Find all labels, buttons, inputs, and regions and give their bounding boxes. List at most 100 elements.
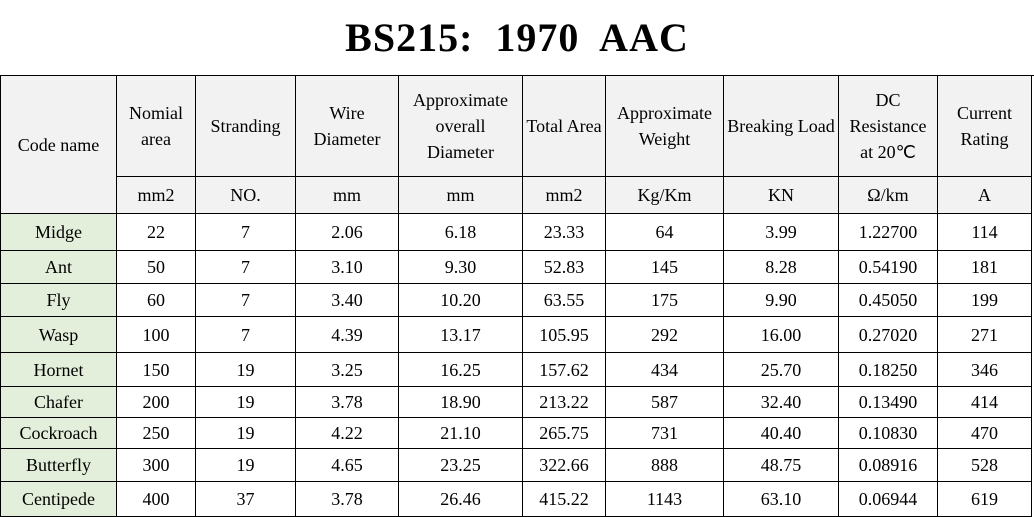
table-row: Wasp 100 7 4.39 13.17 105.95 292 16.00 0.27020 27… [0, 316, 1032, 353]
table-row: Midge 22 7 2.06 6.18 23.33 64 3.99 1.22700 114 [0, 213, 1032, 251]
unit-cell: NO. [195, 176, 296, 214]
table-cell: 470 [937, 417, 1032, 449]
table-cell: 100 [116, 316, 196, 353]
table-cell: 16.25 [398, 352, 523, 387]
table-cell: 19 [195, 352, 296, 387]
column-header: Total Area [522, 75, 606, 177]
table-cell: 9.90 [723, 283, 839, 317]
table-cell: 23.33 [522, 213, 606, 251]
table-row: Fly 60 7 3.40 10.20 63.55 175 9.90 0.45050 199 [0, 283, 1032, 317]
table-cell: 200 [116, 386, 196, 418]
table-cell: 434 [605, 352, 724, 387]
unit-cell: A [937, 176, 1032, 214]
code-name-cell: Hornet [0, 352, 117, 387]
table-cell: 213.22 [522, 386, 606, 418]
code-name-cell: Butterfly [0, 448, 117, 482]
table-cell: 145 [605, 250, 724, 284]
table-cell: 19 [195, 386, 296, 418]
table-cell: 60 [116, 283, 196, 317]
table-cell: 19 [195, 417, 296, 449]
table-cell: 3.78 [295, 386, 399, 418]
table-cell: 16.00 [723, 316, 839, 353]
table-row: Cockroach 250 19 4.22 21.10 265.75 731 40.40 0.1… [0, 417, 1032, 449]
column-header: Nomial area [116, 75, 196, 177]
table-cell: 587 [605, 386, 724, 418]
table-cell: 157.62 [522, 352, 606, 387]
table-cell: 8.28 [723, 250, 839, 284]
table-cell: 3.78 [295, 481, 399, 517]
header-row: Code name Nomial area Stranding Wire Dia… [0, 75, 1032, 214]
table-cell: 64 [605, 213, 724, 251]
code-name-cell: Ant [0, 250, 117, 284]
table-cell: 1143 [605, 481, 724, 517]
table-cell: 26.46 [398, 481, 523, 517]
table-cell: 7 [195, 316, 296, 353]
specification-table: Code name Nomial area Stranding Wire Dia… [0, 75, 1032, 517]
table-cell: 731 [605, 417, 724, 449]
table-row: Hornet 150 19 3.25 16.25 157.62 434 25.70 0.1825… [0, 352, 1032, 387]
table-cell: 0.10830 [838, 417, 938, 449]
unit-cell: mm2 [116, 176, 196, 214]
table-cell: 21.10 [398, 417, 523, 449]
table-cell: 0.18250 [838, 352, 938, 387]
table-cell: 3.10 [295, 250, 399, 284]
table-cell: 250 [116, 417, 196, 449]
table-cell: 63.10 [723, 481, 839, 517]
table-cell: 415.22 [522, 481, 606, 517]
table-cell: 3.40 [295, 283, 399, 317]
table-row: Centipede 400 37 3.78 26.46 415.22 1143 63.10 0.… [0, 481, 1032, 517]
table-row: Ant 50 7 3.10 9.30 52.83 145 8.28 0.54190 181 [0, 250, 1032, 284]
units-row: mm2 NO. mm mm mm2 Kg/Km KN Ω/km A [1, 176, 1032, 214]
table-cell: 25.70 [723, 352, 839, 387]
table-cell: 271 [937, 316, 1032, 353]
table-cell: 3.25 [295, 352, 399, 387]
table-cell: 63.55 [522, 283, 606, 317]
table-cell: 6.18 [398, 213, 523, 251]
table-cell: 10.20 [398, 283, 523, 317]
table-cell: 1.22700 [838, 213, 938, 251]
table-cell: 7 [195, 213, 296, 251]
table-cell: 37 [195, 481, 296, 517]
table-cell: 32.40 [723, 386, 839, 418]
table-cell: 0.54190 [838, 250, 938, 284]
table-cell: 175 [605, 283, 724, 317]
table-cell: 300 [116, 448, 196, 482]
code-name-cell: Midge [0, 213, 117, 251]
table-cell: 9.30 [398, 250, 523, 284]
code-name-cell: Wasp [0, 316, 117, 353]
table-cell: 0.13490 [838, 386, 938, 418]
table-cell: 4.65 [295, 448, 399, 482]
table-cell: 22 [116, 213, 196, 251]
table-cell: 13.17 [398, 316, 523, 353]
table-cell: 322.66 [522, 448, 606, 482]
table-cell: 18.90 [398, 386, 523, 418]
table-row: Chafer 200 19 3.78 18.90 213.22 587 32.40 0.1349… [0, 386, 1032, 418]
table-cell: 0.27020 [838, 316, 938, 353]
column-header: Stranding [195, 75, 296, 177]
table-cell: 0.06944 [838, 481, 938, 517]
table-cell: 181 [937, 250, 1032, 284]
table-cell: 23.25 [398, 448, 523, 482]
table-cell: 40.40 [723, 417, 839, 449]
table-cell: 150 [116, 352, 196, 387]
table-cell: 52.83 [522, 250, 606, 284]
table-cell: 2.06 [295, 213, 399, 251]
table-cell: 105.95 [522, 316, 606, 353]
table-cell: 414 [937, 386, 1032, 418]
unit-cell: Kg/Km [605, 176, 724, 214]
table-cell: 0.45050 [838, 283, 938, 317]
table-cell: 528 [937, 448, 1032, 482]
table-cell: 48.75 [723, 448, 839, 482]
page-title: BS215: 1970 AAC [0, 0, 1034, 76]
unit-cell: mm [295, 176, 399, 214]
table-cell: 50 [116, 250, 196, 284]
column-header: Approximate overall Diameter [398, 75, 523, 177]
code-name-cell: Centipede [0, 481, 117, 517]
table-row: Butterfly 300 19 4.65 23.25 322.66 888 48.75 0.0… [0, 448, 1032, 482]
table-body: Midge 22 7 2.06 6.18 23.33 64 3.99 1.22700 114 Ant… [0, 213, 1032, 517]
column-header: Breaking Load [723, 75, 839, 177]
unit-cell: mm2 [522, 176, 606, 214]
code-name-cell: Chafer [0, 386, 117, 418]
unit-cell: KN [723, 176, 839, 214]
table-cell: 3.99 [723, 213, 839, 251]
